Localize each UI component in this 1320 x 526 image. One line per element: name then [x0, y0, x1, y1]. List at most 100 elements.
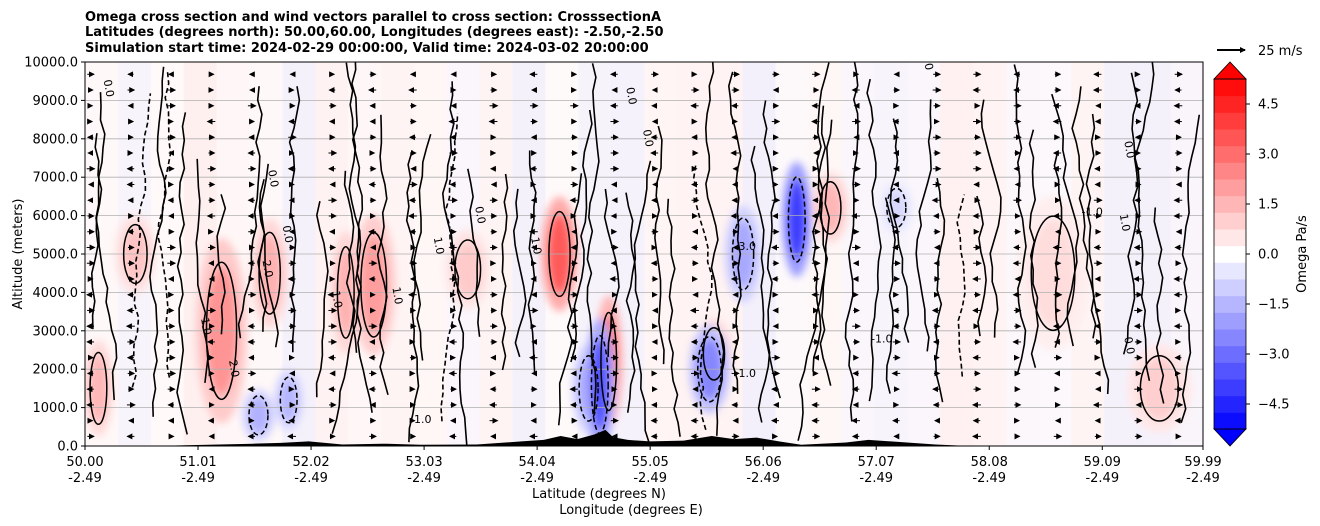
quiver-key: 25 m/s	[1217, 44, 1303, 59]
colorbar-segment	[1214, 95, 1246, 113]
x-tick-label-lon: -2.49	[1186, 471, 1220, 486]
contour-line	[1051, 93, 1080, 347]
positive-contour	[122, 223, 148, 285]
contour-line	[625, 160, 652, 413]
positive-contour	[205, 261, 238, 401]
x-tick-label-lat: 58.08	[971, 455, 1008, 470]
y-tick-label: 10000.0	[24, 56, 78, 71]
colorbar: 4.5 3.0 1.5 0.0 −1.5 −3.0 −4.5 Omega Pa/s	[1213, 61, 1310, 447]
contour-label: 1.0	[329, 290, 345, 309]
contour-label: 0.0	[1121, 140, 1137, 159]
x-tick-label-lon: -2.49	[1085, 471, 1119, 486]
contour-line	[500, 173, 509, 371]
positive-contour	[818, 181, 842, 235]
colorbar-tick-label: 0.0	[1258, 248, 1279, 263]
colorbar-segment	[1214, 162, 1246, 180]
contour-line	[570, 109, 593, 363]
contour-line	[149, 66, 167, 417]
colorbar-tick-label: 1.5	[1258, 198, 1279, 213]
contour-label: 0.0	[1121, 336, 1137, 355]
contour-label: -1.0	[410, 413, 431, 426]
contour-label: 0.0	[640, 128, 656, 147]
contour-line	[844, 62, 859, 422]
contour-label: 0.0	[472, 205, 488, 224]
contour-line	[812, 105, 827, 372]
contour-label: -1.0	[871, 332, 892, 345]
contour-line	[376, 114, 389, 396]
contour-line	[980, 99, 1002, 338]
contour-line	[237, 86, 263, 339]
contour-line	[934, 177, 946, 403]
colorbar-segment	[1214, 79, 1246, 97]
plot-area: 0.0 0.0 0.0 0.0 0.0 0.0 0.0 0.0 0.0 1.0 1.0 1.0 1.0 1…	[24, 56, 1221, 487]
colorbar-segment	[1214, 295, 1246, 313]
positive-omega-core	[1030, 219, 1076, 327]
contour-label: -1.0	[1081, 206, 1102, 219]
x-tick-label-lon: -2.49	[859, 471, 893, 486]
positive-contour	[454, 239, 482, 300]
contour-line	[345, 62, 373, 413]
positive-omega-core	[453, 241, 482, 298]
contour-label: 1.0	[528, 236, 544, 255]
contour-labels: 0.0 0.0 0.0 0.0 0.0 0.0 0.0 0.0 0.0 1.0 1.0 1.0 1.0 1…	[101, 62, 1137, 426]
colorbar-tick-label: −4.5	[1258, 398, 1290, 413]
contour-line	[666, 198, 681, 437]
colorbar-segment	[1214, 212, 1246, 230]
colorbar-tick-label: −3.0	[1258, 348, 1290, 363]
positive-contour	[336, 245, 355, 339]
y-axis-label: Altitude (meters)	[11, 199, 26, 310]
x-tick-label-lon: -2.49	[520, 471, 554, 486]
colorbar-segment	[1214, 179, 1246, 197]
colorbar-extend-max	[1213, 61, 1247, 80]
x-tick-label-lat: 55.05	[632, 455, 669, 470]
contour-line	[866, 78, 882, 402]
contour-line	[1085, 113, 1110, 395]
colorbar-tick-label: −1.5	[1258, 298, 1290, 313]
positive-contour	[702, 326, 726, 381]
contour-line	[586, 63, 600, 414]
x-tick-label-lat: 57.07	[858, 455, 895, 470]
colorbar-segment	[1214, 129, 1246, 147]
y-tick-label: 0.0	[57, 440, 78, 455]
y-tick-label: 2000.0	[33, 363, 79, 378]
title-line-2: Latitudes (degrees north): 50.00,60.00, …	[85, 25, 664, 40]
colorbar-segment	[1214, 145, 1246, 163]
negative-contour	[692, 163, 713, 431]
colorbar-tick-label: 4.5	[1258, 98, 1279, 113]
colorbar-segment	[1214, 112, 1246, 130]
colorbar-label: Omega Pa/s	[1295, 215, 1310, 293]
negative-contour	[440, 113, 459, 422]
colorbar-segment	[1214, 312, 1246, 330]
colorbar-segment	[1214, 345, 1246, 363]
y-tick-label: 3000.0	[33, 324, 79, 339]
x-tick-label-lon: -2.49	[181, 471, 215, 486]
y-tick-label: 4000.0	[33, 286, 79, 301]
colorbar-segment	[1214, 262, 1246, 280]
wind-vectors	[86, 71, 1184, 440]
positive-omega-core	[818, 183, 842, 233]
x-axis-label-latitude: Latitude (degrees N)	[532, 487, 666, 502]
positive-contour	[548, 210, 571, 298]
contour-line	[1122, 62, 1155, 355]
colorbar-segment	[1214, 279, 1246, 297]
positive-contour	[600, 311, 618, 412]
negative-contour	[787, 176, 806, 263]
title-line-3: Simulation start time: 2024-02-29 00:00:…	[85, 41, 649, 56]
contour-line	[315, 201, 329, 398]
negative-contour	[886, 187, 907, 229]
gridlines	[85, 62, 1203, 446]
contour-line	[216, 194, 227, 335]
x-tick-label-lon: -2.49	[407, 471, 441, 486]
negative-contour	[697, 335, 722, 403]
colorbar-segment	[1214, 395, 1246, 413]
contour-line	[603, 188, 620, 358]
contour-label: 0.0	[265, 169, 281, 188]
contour-line	[95, 92, 118, 401]
contour-line	[405, 150, 424, 361]
negative-contour	[956, 194, 966, 377]
contour-label: -3.0	[735, 240, 756, 253]
negative-contour	[578, 355, 599, 422]
x-tick-label-lat: 52.02	[292, 455, 329, 470]
x-tick-label-lat: 53.03	[405, 455, 442, 470]
x-axis-label-longitude: Longitude (degrees E)	[559, 503, 703, 518]
